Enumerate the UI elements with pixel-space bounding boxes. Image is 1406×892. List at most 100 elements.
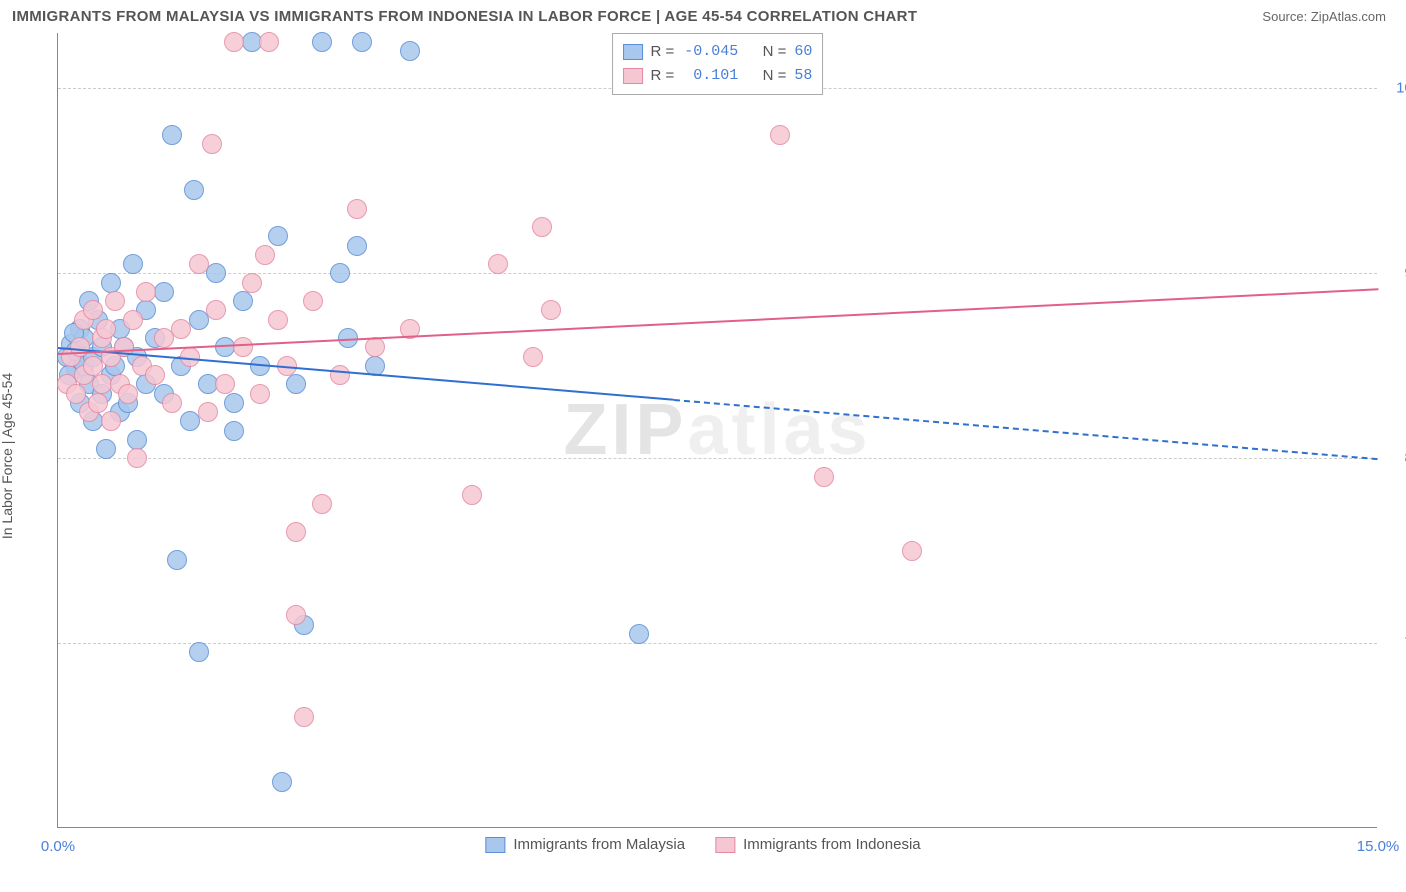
scatter-point [224,32,244,52]
scatter-point [198,402,218,422]
x-tick-label-left: 0.0% [41,838,75,855]
scatter-point [532,217,552,237]
scatter-point [365,337,385,357]
correlation-legend: R = -0.045 N = 60 R = 0.101 N = 58 [612,33,824,95]
plot-area: 70.0%80.0%90.0%100.0%0.0%15.0%ZIPatlasR … [57,33,1377,828]
scatter-point [101,411,121,431]
gridline [58,643,1377,644]
scatter-point [145,365,165,385]
n-value: 58 [794,64,812,88]
source-label: Source: [1262,9,1307,24]
scatter-point [66,384,86,404]
y-tick-label: 70.0% [1387,635,1406,652]
source: Source: ZipAtlas.com [1262,9,1386,24]
n-label: N = [763,64,787,88]
scatter-point [541,300,561,320]
scatter-point [255,245,275,265]
scatter-point [101,273,121,293]
scatter-point [488,254,508,274]
scatter-point [462,485,482,505]
y-tick-label: 100.0% [1387,80,1406,97]
scatter-point [286,605,306,625]
scatter-point [171,319,191,339]
scatter-point [96,319,116,339]
legend-row: R = 0.101 N = 58 [623,64,813,88]
scatter-point [233,291,253,311]
scatter-point [250,384,270,404]
scatter-point [118,384,138,404]
scatter-point [312,494,332,514]
scatter-point [154,282,174,302]
scatter-point [330,263,350,283]
scatter-point [105,291,125,311]
legend-swatch [715,837,735,853]
scatter-point [162,393,182,413]
scatter-point [259,32,279,52]
scatter-point [400,41,420,61]
scatter-point [286,374,306,394]
scatter-point [233,337,253,357]
scatter-point [127,430,147,450]
scatter-point [902,541,922,561]
scatter-point [127,448,147,468]
trend-line [58,288,1378,355]
scatter-point [347,236,367,256]
scatter-point [167,550,187,570]
scatter-point [814,467,834,487]
bottom-legend: Immigrants from Malaysia Immigrants from … [485,836,920,853]
title-bar: IMMIGRANTS FROM MALAYSIA VS IMMIGRANTS F… [0,0,1406,33]
scatter-point [206,263,226,283]
scatter-point [123,254,143,274]
y-tick-label: 90.0% [1387,265,1406,282]
legend-item: Immigrants from Indonesia [715,836,921,853]
scatter-point [347,199,367,219]
scatter-point [352,32,372,52]
gridline [58,458,1377,459]
source-name: ZipAtlas.com [1311,9,1386,24]
scatter-point [83,300,103,320]
r-label: R = [651,40,675,64]
n-value: 60 [794,40,812,64]
scatter-point [184,180,204,200]
scatter-point [189,642,209,662]
trend-line [674,399,1378,460]
scatter-point [629,624,649,644]
legend-swatch [623,68,643,84]
scatter-point [202,134,222,154]
r-label: R = [651,64,675,88]
scatter-point [96,439,116,459]
scatter-point [286,522,306,542]
x-tick-label-right: 15.0% [1357,838,1400,855]
scatter-point [189,254,209,274]
scatter-point [224,421,244,441]
legend-row: R = -0.045 N = 60 [623,40,813,64]
scatter-point [268,226,288,246]
chart-wrap: In Labor Force | Age 45-54 70.0%80.0%90.… [12,33,1394,863]
scatter-point [272,772,292,792]
n-label: N = [763,40,787,64]
scatter-point [294,707,314,727]
scatter-point [88,393,108,413]
scatter-point [523,347,543,367]
scatter-point [330,365,350,385]
legend-label: Immigrants from Malaysia [513,836,685,853]
legend-swatch [485,837,505,853]
scatter-point [136,282,156,302]
scatter-point [303,291,323,311]
scatter-point [215,374,235,394]
legend-swatch [623,44,643,60]
legend-item: Immigrants from Malaysia [485,836,685,853]
chart-title: IMMIGRANTS FROM MALAYSIA VS IMMIGRANTS F… [12,8,917,25]
scatter-point [312,32,332,52]
scatter-point [268,310,288,330]
scatter-point [123,310,143,330]
scatter-point [770,125,790,145]
scatter-point [224,393,244,413]
y-tick-label: 80.0% [1387,450,1406,467]
r-value: 0.101 [682,64,738,88]
scatter-point [162,125,182,145]
y-axis-label: In Labor Force | Age 45-54 [0,373,15,539]
r-value: -0.045 [682,40,738,64]
legend-label: Immigrants from Indonesia [743,836,921,853]
scatter-point [242,273,262,293]
